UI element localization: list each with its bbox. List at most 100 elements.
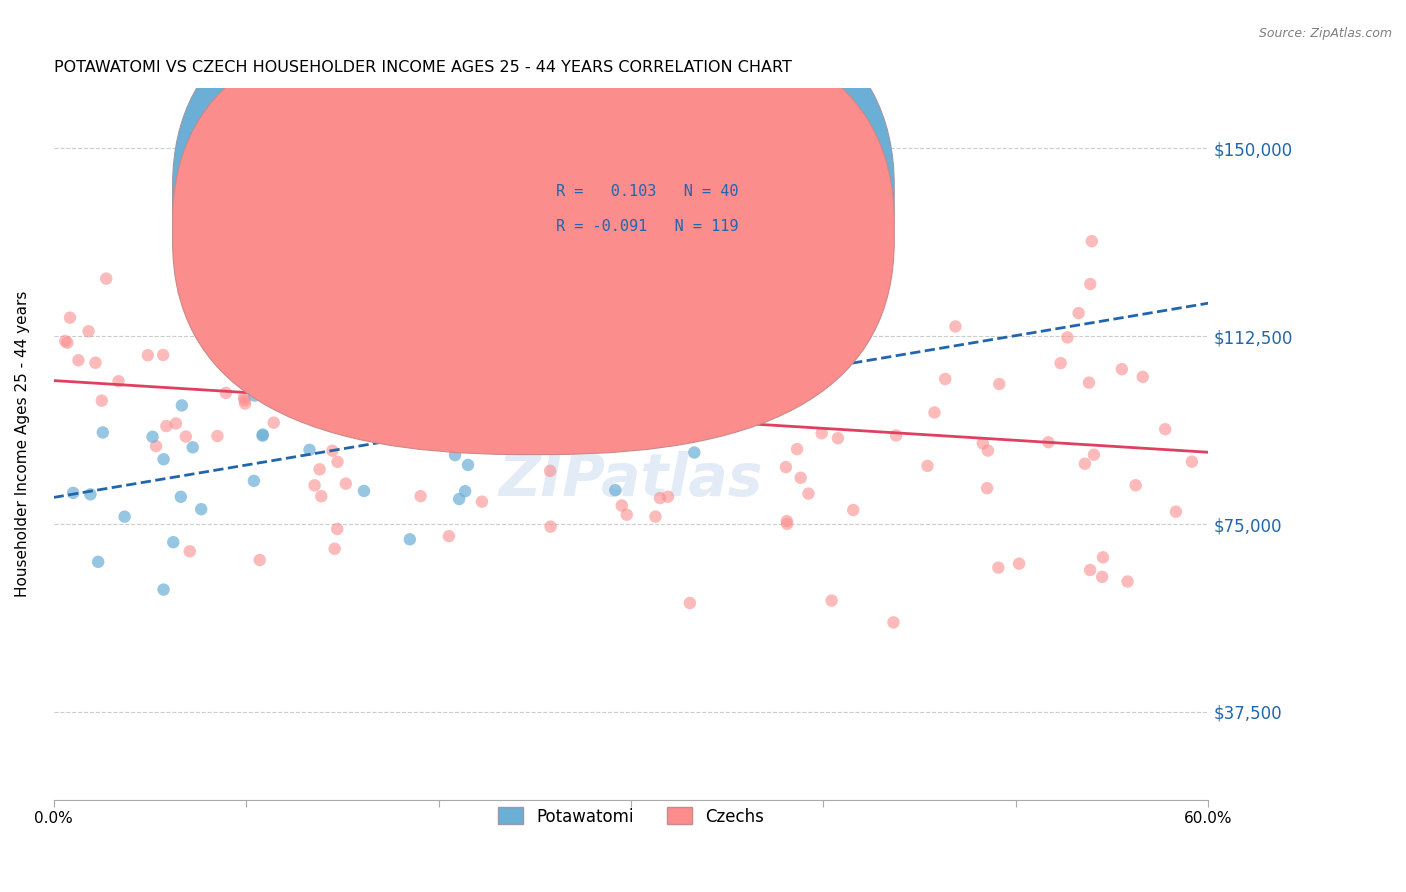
Point [538,464,561,478]
Point [409,489,432,503]
Point [292,387,315,401]
Point [924,405,946,419]
Point [449,491,471,506]
Point [648,491,671,505]
Point [252,427,274,442]
Point [679,596,702,610]
Point [776,289,799,303]
Point [321,443,343,458]
Point [304,478,326,492]
Point [336,417,359,431]
Text: ZIPatlas: ZIPatlas [499,451,763,508]
Point [457,458,479,472]
Point [620,419,643,434]
Point [344,374,367,388]
Point [145,439,167,453]
Point [91,425,114,440]
Point [1083,448,1105,462]
Point [326,522,349,536]
Point [233,396,256,410]
Point [505,388,527,402]
Point [337,384,360,398]
Point [605,483,627,497]
Point [856,310,879,324]
Point [776,516,799,531]
Point [748,309,770,323]
Point [537,355,560,369]
Point [1091,550,1114,565]
Point [1181,455,1204,469]
Point [96,271,118,285]
Point [186,304,208,318]
Point [810,426,832,441]
Point [437,529,460,543]
FancyBboxPatch shape [498,167,775,266]
Point [172,284,194,298]
Point [633,409,655,424]
Point [610,499,633,513]
Point [298,442,321,457]
Point [884,428,907,442]
Point [311,489,333,503]
Point [416,195,439,210]
Point [62,486,84,500]
Point [233,393,256,408]
Point [917,458,939,473]
Point [59,310,82,325]
Point [77,324,100,338]
Point [657,490,679,504]
Point [527,396,550,410]
Point [170,490,193,504]
Point [1116,574,1139,589]
Point [152,582,174,597]
Point [882,615,904,630]
Point [637,328,659,343]
Point [1125,478,1147,492]
Point [181,441,204,455]
Point [1074,457,1097,471]
Point [683,445,706,459]
Point [90,393,112,408]
Text: R = -0.091   N = 119: R = -0.091 N = 119 [555,219,738,235]
Point [152,452,174,467]
Legend: Potawatomi, Czechs: Potawatomi, Czechs [489,799,772,834]
Point [668,358,690,372]
Point [988,377,1011,392]
Point [233,390,256,404]
Point [381,162,404,177]
Point [263,237,285,252]
Point [323,541,346,556]
FancyBboxPatch shape [173,0,894,419]
Point [727,352,749,367]
Point [972,436,994,450]
Text: POTAWATOMI VS CZECH HOUSEHOLDER INCOME AGES 25 - 44 YEARS CORRELATION CHART: POTAWATOMI VS CZECH HOUSEHOLDER INCOME A… [53,60,792,75]
Point [162,535,184,549]
Point [335,476,357,491]
Point [84,356,107,370]
Point [786,442,808,456]
Point [190,502,212,516]
Point [776,514,799,528]
Point [636,263,658,277]
Point [1078,563,1101,577]
Point [114,509,136,524]
Point [627,379,650,393]
Point [842,503,865,517]
Point [155,419,177,434]
Point [572,417,595,432]
Point [368,392,391,407]
Point [696,398,718,412]
Point [450,374,472,388]
Point [174,429,197,443]
Point [375,279,398,293]
FancyBboxPatch shape [173,8,894,455]
Point [243,389,266,403]
Point [797,486,820,500]
Point [252,428,274,442]
Point [454,484,477,499]
Point [616,508,638,522]
Point [664,412,686,426]
Point [820,593,842,607]
Point [308,462,330,476]
Point [686,259,709,273]
